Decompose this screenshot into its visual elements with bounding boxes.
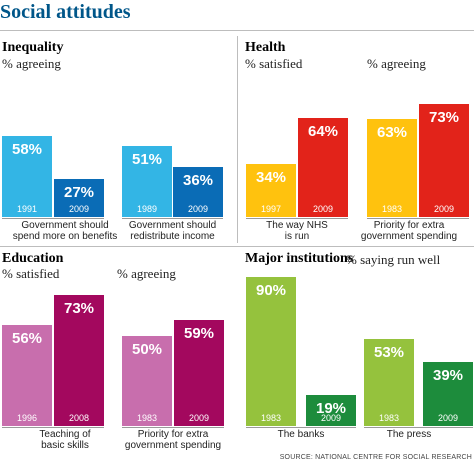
bar: 73% 2008 [54, 295, 104, 426]
bar-value-label: 53% [373, 344, 405, 361]
sublabel-inequality: % agreeing [2, 56, 61, 71]
group-baseline [364, 427, 473, 428]
middle-rule [0, 246, 474, 247]
bar: 63% 1983 [367, 119, 417, 217]
group-caption: Government should redistribute income [128, 220, 217, 242]
bar: 39% 2009 [423, 362, 473, 426]
group-baseline [246, 218, 348, 219]
bar: 51% 1989 [122, 146, 172, 217]
bar: 73% 2009 [419, 104, 469, 217]
bar-year-label: 2009 [437, 413, 459, 423]
bar-value-label: 59% [183, 325, 215, 342]
group-baseline [246, 427, 356, 428]
bar-year-label: 1997 [260, 204, 282, 214]
bar-value-label: 90% [255, 282, 287, 299]
sublabel-health-satisfied: % satisfied [245, 56, 303, 71]
source-note: SOURCE: NATIONAL CENTRE FOR SOCIAL RESEA… [279, 454, 472, 461]
bar: 64% 2009 [298, 118, 348, 217]
group-caption: Priority for extra government spending [360, 220, 458, 242]
sublabel-health-agreeing: % agreeing [367, 56, 426, 71]
bar-year-label: 1989 [136, 204, 158, 214]
bar-year-label: 2008 [68, 413, 90, 423]
panel-title-inequality: Inequality [2, 40, 64, 55]
bar-year-label: 1983 [260, 413, 282, 423]
bar-value-label: 50% [131, 341, 163, 358]
bar: 58% 1991 [2, 136, 52, 217]
group-baseline [367, 218, 469, 219]
bar-value-label: 39% [432, 367, 464, 384]
bar: 27% 2009 [54, 179, 104, 217]
bar-value-label: 56% [11, 330, 43, 347]
group-caption: The press [386, 429, 432, 440]
bar: 36% 2009 [173, 167, 223, 217]
bar: 56% 1996 [2, 325, 52, 426]
bar-value-label: 64% [307, 123, 339, 140]
bar-value-label: 51% [131, 151, 163, 168]
bar-value-label: 73% [63, 300, 95, 317]
group-caption: Government should spend more on benefits [12, 220, 118, 242]
bar-year-label: 1983 [378, 413, 400, 423]
bar: 50% 1983 [122, 336, 172, 426]
panel-divider [237, 36, 238, 243]
bar-year-label: 1983 [381, 204, 403, 214]
panel-title-major-institutions: Major institutions [245, 251, 354, 266]
bar-year-label: 2009 [187, 204, 209, 214]
group-baseline [122, 218, 223, 219]
bar: 90% 1983 [246, 277, 296, 426]
group-caption: The way NHS is run [266, 220, 328, 242]
group-baseline [2, 427, 104, 428]
bar-year-label: 1983 [136, 413, 158, 423]
group-caption: The banks [277, 429, 325, 440]
group-caption: Priority for extra government spending [124, 429, 222, 451]
bar-value-label: 27% [63, 184, 95, 201]
bar-year-label: 2009 [312, 204, 334, 214]
panel-title-education: Education [2, 251, 64, 266]
sublabel-major-institutions: % saying run well [346, 252, 441, 267]
page-title: Social attitudes [0, 1, 131, 23]
group-caption: Teaching of basic skills [39, 429, 91, 451]
sublabel-education-agreeing: % agreeing [117, 266, 176, 281]
bar-value-label: 19% [315, 400, 347, 417]
bar-value-label: 36% [182, 172, 214, 189]
group-baseline [2, 218, 104, 219]
bar-value-label: 73% [428, 109, 460, 126]
bar: 53% 1983 [364, 339, 414, 426]
bar-year-label: 2009 [320, 413, 342, 423]
bar-value-label: 58% [11, 141, 43, 158]
bar-year-label: 1991 [16, 204, 38, 214]
bar-value-label: 34% [255, 169, 287, 186]
sublabel-education-satisfied: % satisfied [2, 266, 60, 281]
bar-year-label: 2009 [433, 204, 455, 214]
bar-year-label: 2009 [68, 204, 90, 214]
bar-year-label: 1996 [16, 413, 38, 423]
group-baseline [122, 427, 224, 428]
bar-year-label: 2009 [188, 413, 210, 423]
panel-title-health: Health [245, 40, 286, 55]
bar-value-label: 63% [376, 124, 408, 141]
bar: 34% 1997 [246, 164, 296, 217]
bar: 59% 2009 [174, 320, 224, 426]
bar: 19% 2009 [306, 395, 356, 426]
title-rule [0, 30, 474, 31]
